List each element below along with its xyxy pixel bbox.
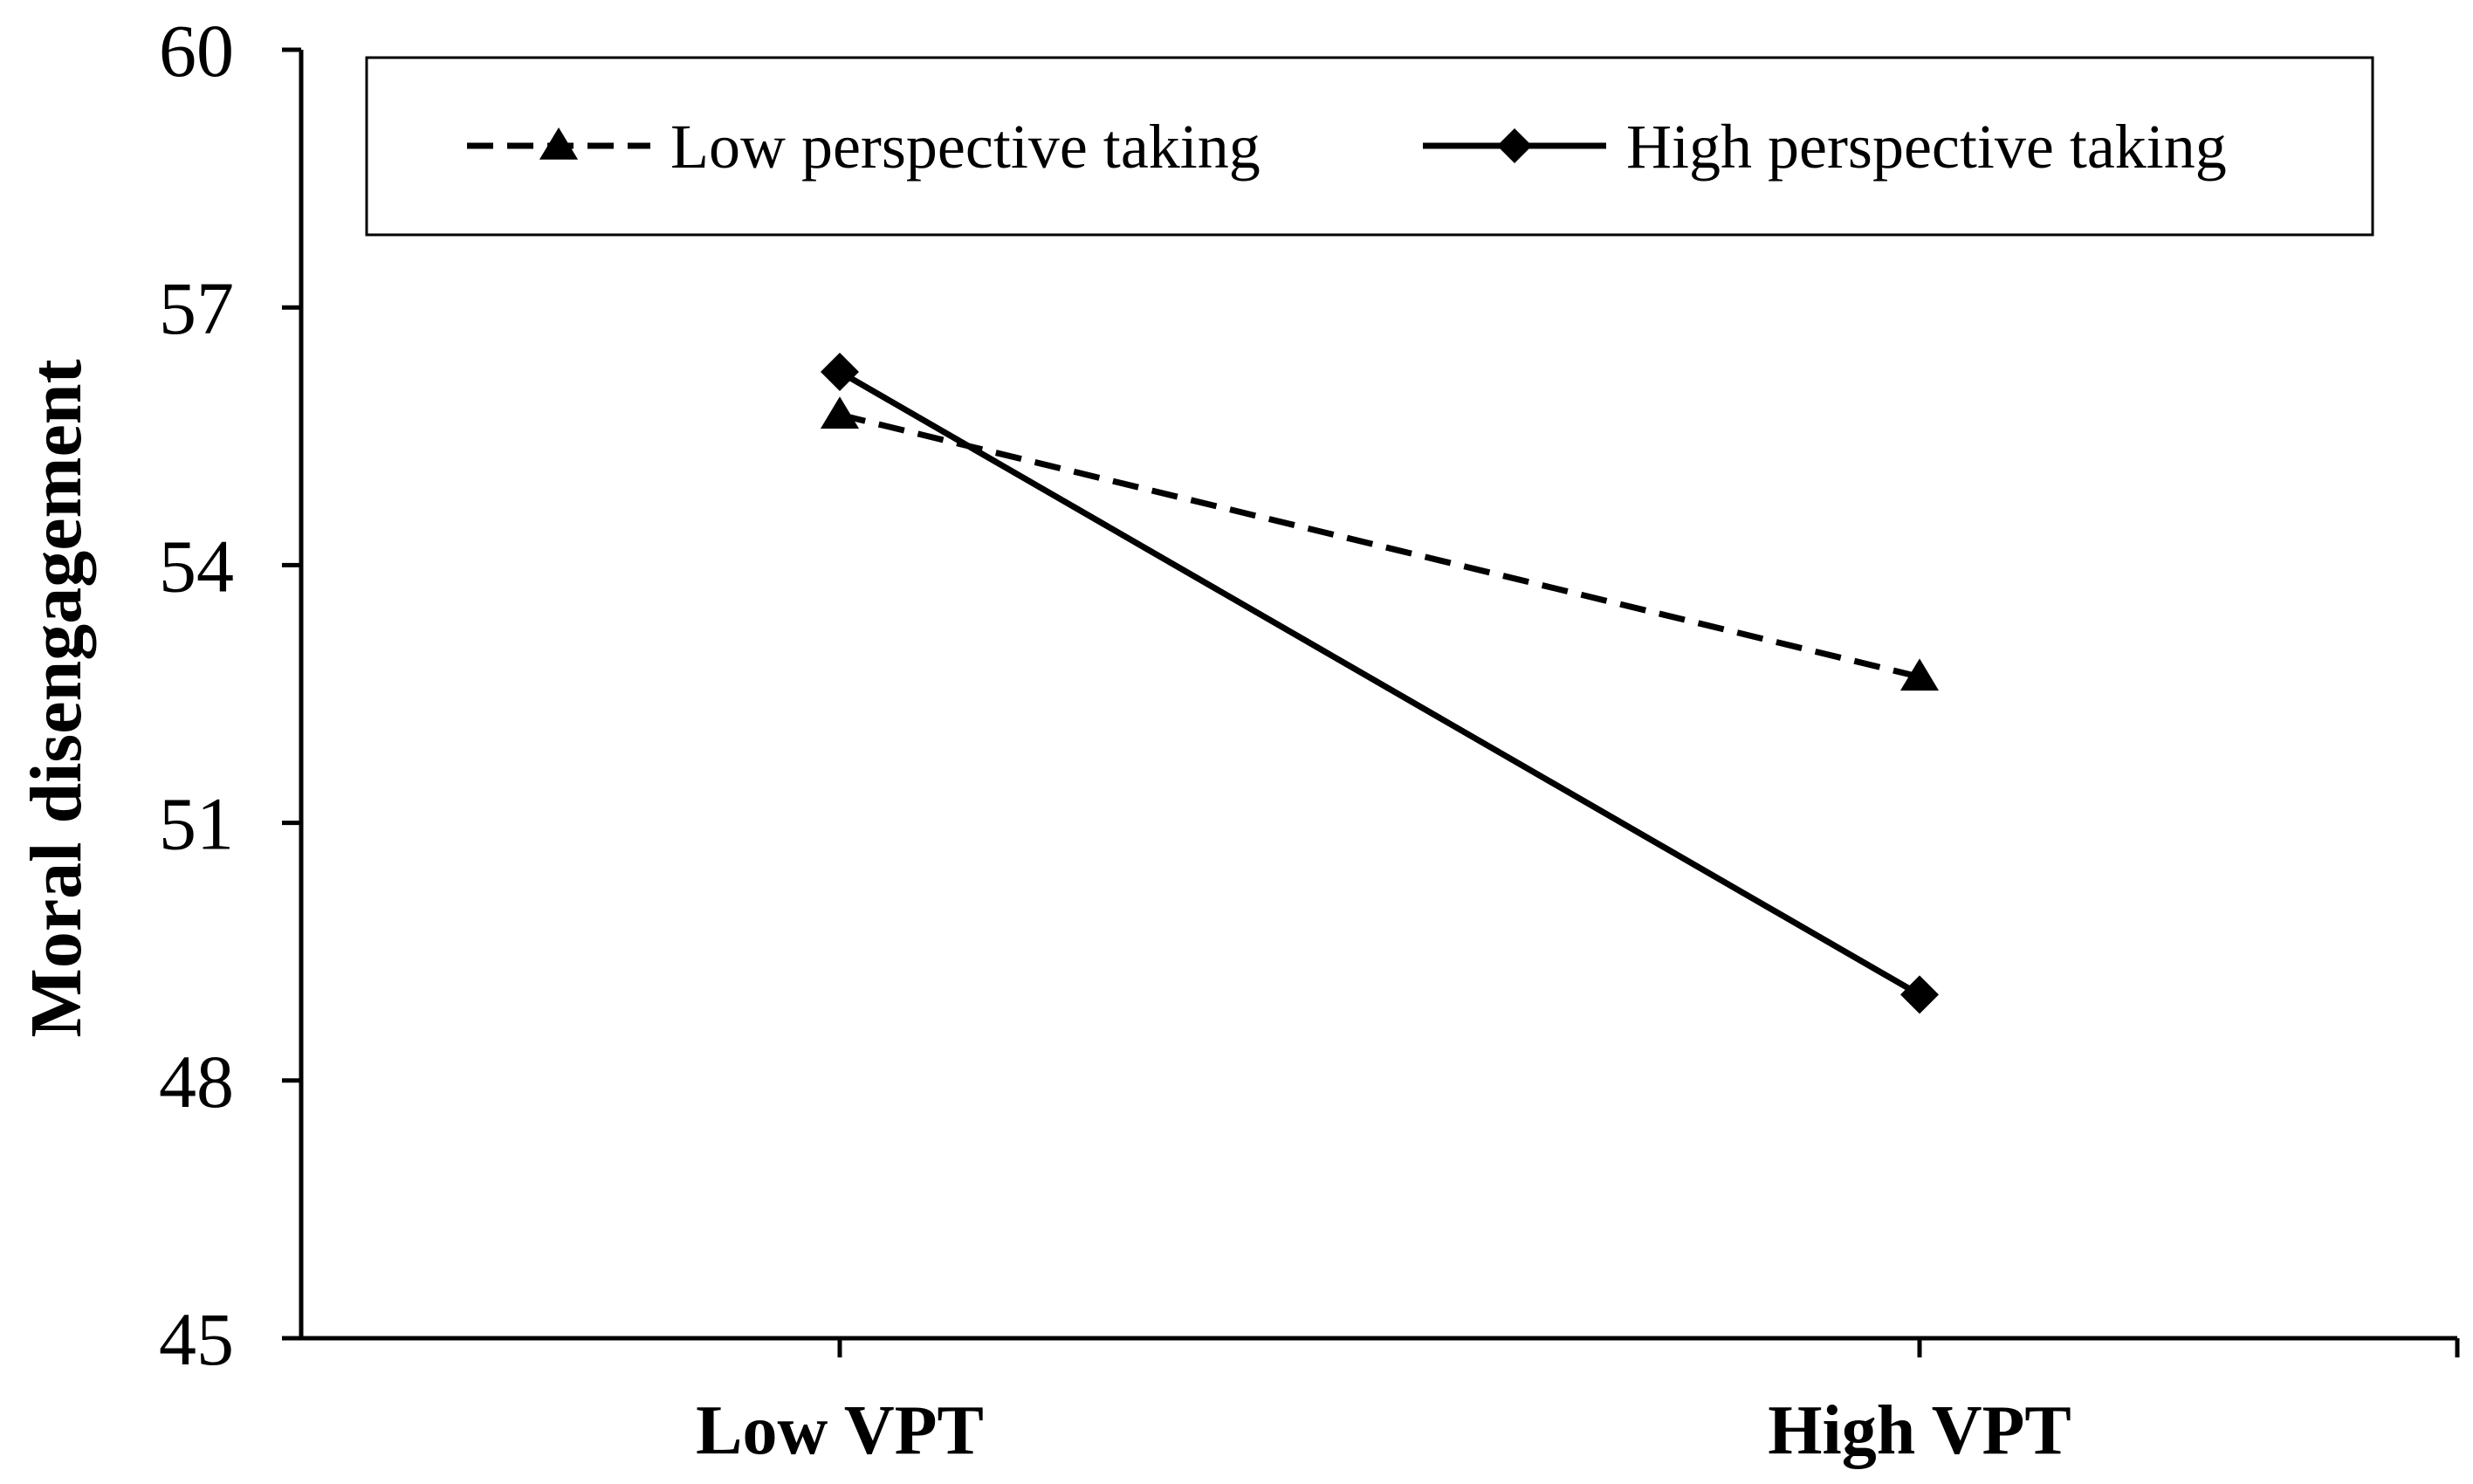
x-category-label: High VPT [1768, 1392, 2071, 1469]
series-line [839, 411, 1920, 680]
x-category-label: Low VPT [696, 1392, 984, 1469]
diamond-marker [821, 353, 859, 391]
legend: Low perspective taking High perspective t… [365, 56, 2374, 237]
triangle-marker [1899, 658, 1940, 691]
legend-triangle-icon [539, 127, 579, 160]
diamond-marker [1900, 975, 1939, 1014]
y-axis-title: Moral disengagement [16, 360, 97, 1038]
legend-label: High perspective taking [1626, 112, 2227, 182]
legend-item: High perspective taking [1423, 112, 2227, 182]
legend-item: Low perspective taking [467, 112, 1261, 182]
axes: 45 48 51 54 57 60 Low VPT High VPT [159, 9, 2460, 1469]
legend-box [365, 56, 2374, 237]
y-tick-label: 60 [159, 9, 234, 93]
y-tick-label: 51 [159, 782, 234, 866]
legend-diamond-icon [1497, 128, 1532, 163]
y-tick-label: 57 [159, 266, 234, 350]
series-lines [820, 353, 1940, 1014]
y-tick-label: 54 [159, 524, 234, 608]
y-tick-label: 45 [159, 1297, 234, 1381]
series-low-perspective-taking [820, 396, 1940, 691]
y-tick-label: 48 [159, 1040, 234, 1123]
triangle-marker [820, 396, 860, 429]
series-high-perspective-taking [821, 353, 1939, 1014]
legend-label: Low perspective taking [670, 112, 1261, 182]
series-line [838, 368, 1921, 998]
